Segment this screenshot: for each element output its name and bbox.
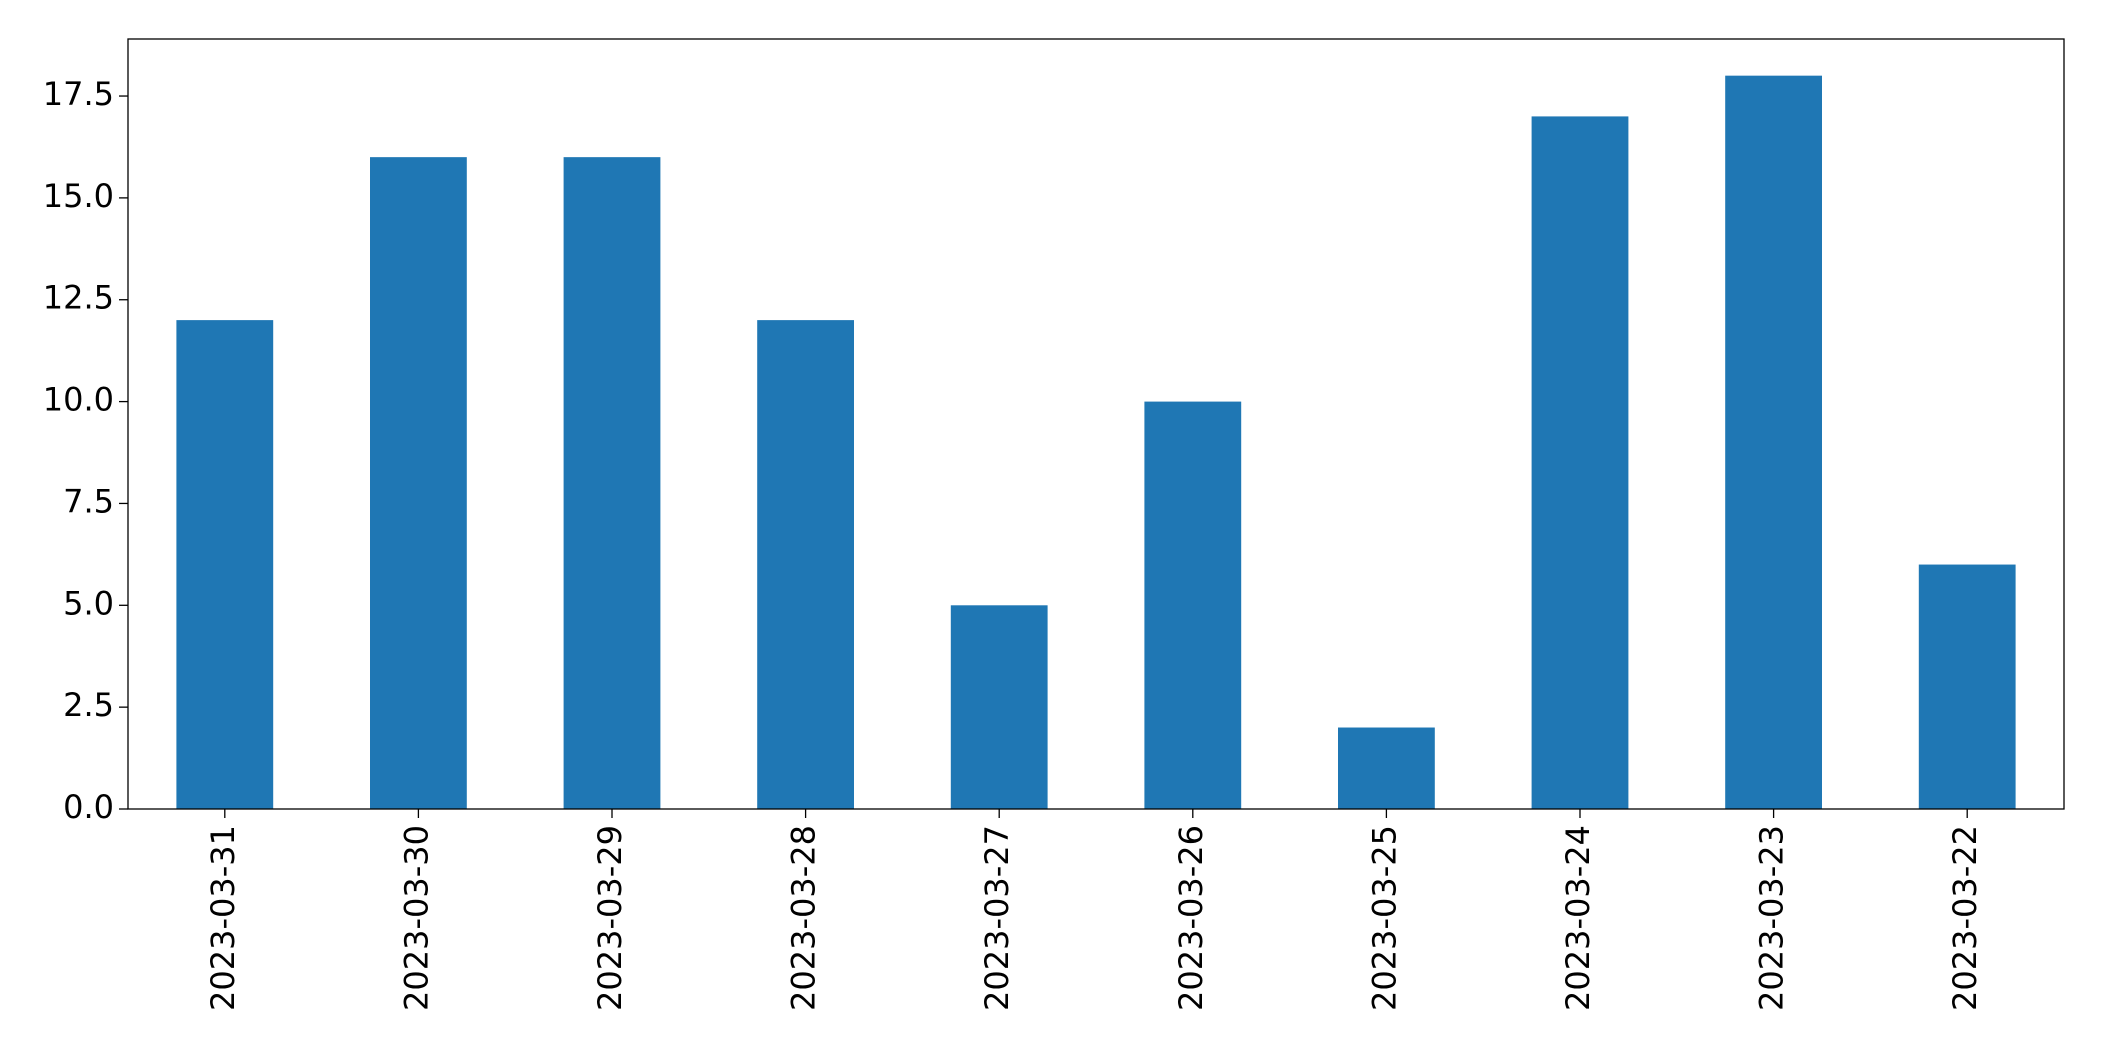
x-tick-label: 2023-03-25 [1365,825,1403,1011]
x-tick-label: 2023-03-28 [785,825,823,1011]
x-tick-label: 2023-03-23 [1753,825,1791,1011]
x-tick-label: 2023-03-31 [204,825,242,1011]
bar [563,157,661,810]
bar [757,320,854,809]
y-tick-label: 17.5 [43,75,114,113]
y-tick-label: 0.0 [63,788,114,826]
y-tick-label: 10.0 [43,381,114,419]
x-tick-label: 2023-03-24 [1559,825,1597,1011]
bar [1144,401,1242,809]
x-tick-label: 2023-03-30 [397,825,435,1011]
y-tick-label: 2.5 [63,686,114,724]
plot-frame [127,38,2065,810]
x-tick-label: 2023-03-29 [591,825,629,1011]
x-tick-label: 2023-03-27 [978,825,1016,1011]
bar [370,157,467,810]
y-tick-label: 7.5 [63,482,114,520]
x-tick-label: 2023-03-26 [1172,825,1210,1011]
bar [176,320,274,809]
bar [1531,116,1629,809]
y-tick-label: 12.5 [43,279,114,317]
bar [1725,75,1822,809]
x-tick-label: 2023-03-22 [1946,825,1984,1011]
bar [1338,727,1435,809]
bar [1918,564,2016,809]
y-tick-label: 5.0 [63,584,114,622]
bar [950,605,1048,809]
y-tick-label: 15.0 [43,177,114,215]
